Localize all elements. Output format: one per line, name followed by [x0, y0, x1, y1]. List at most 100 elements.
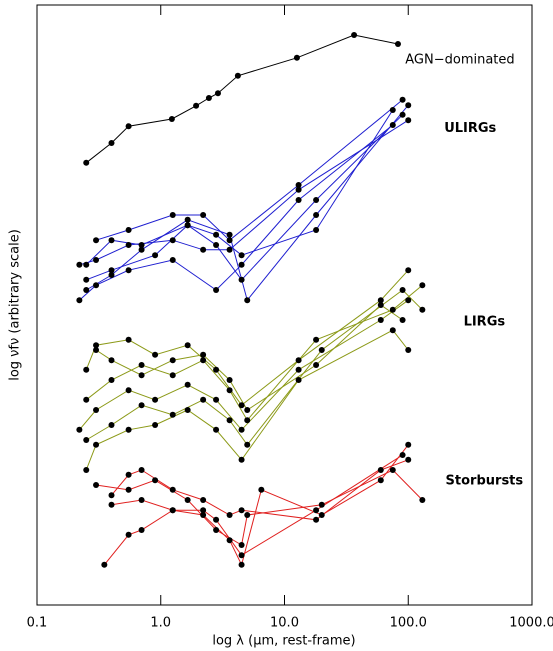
data-point [377, 297, 384, 304]
sed-line [95, 304, 403, 411]
y-axis-label: log νfν (arbitrary scale) [8, 229, 23, 381]
sed-line [95, 99, 403, 241]
data-point [244, 297, 251, 304]
sed-line [85, 104, 409, 302]
data-point [108, 492, 115, 499]
sed-line [111, 444, 409, 567]
sed-line [85, 34, 399, 164]
data-point [184, 216, 191, 223]
sed-line [79, 124, 394, 301]
data-point [377, 467, 384, 473]
data-point [138, 402, 145, 409]
data-point [125, 471, 132, 478]
data-point [83, 287, 90, 293]
data-point [313, 362, 320, 368]
data-point [226, 537, 233, 544]
data-point [313, 516, 320, 523]
data-point [200, 357, 207, 364]
data-point [138, 242, 145, 248]
group-label: Storbursts [446, 473, 524, 488]
data-point [76, 297, 83, 304]
data-point [238, 252, 245, 259]
data-point [108, 377, 115, 383]
data-point [138, 246, 145, 253]
data-point [125, 123, 132, 130]
x-axis-label: log λ (μm, rest-frame) [212, 634, 355, 649]
data-point [108, 357, 115, 364]
data-point [318, 347, 325, 353]
data-point [213, 516, 220, 523]
data-point [377, 317, 384, 323]
data-point [108, 267, 115, 274]
data-point [377, 477, 384, 484]
data-point [389, 467, 396, 473]
data-point [419, 282, 426, 289]
data-point [238, 276, 245, 283]
data-point [258, 486, 265, 493]
data-point [93, 282, 100, 289]
sed-line [79, 119, 409, 266]
data-point [213, 242, 220, 248]
data-point [313, 212, 320, 218]
data-point [394, 41, 401, 47]
x-tick-label: 10.0 [270, 616, 299, 631]
sed-line [85, 269, 409, 406]
data-point [152, 477, 159, 484]
data-point [125, 486, 132, 493]
data-point [244, 407, 251, 413]
data-point [152, 252, 159, 259]
data-point [108, 237, 115, 244]
data-point [152, 396, 159, 403]
data-point [377, 302, 384, 308]
data-point [389, 122, 396, 128]
data-point [226, 417, 233, 424]
data-point [405, 441, 412, 448]
data-point [83, 276, 90, 283]
data-point [399, 111, 406, 118]
data-point [214, 90, 221, 97]
data-point [200, 396, 207, 403]
data-point [169, 212, 176, 218]
data-point [295, 182, 302, 188]
sed-line [86, 114, 403, 281]
data-point [184, 342, 191, 349]
data-point [184, 222, 191, 229]
data-point [184, 497, 191, 503]
data-point [169, 357, 176, 364]
data-point [125, 227, 132, 233]
data-point [213, 231, 220, 238]
data-point [295, 357, 302, 364]
data-point [244, 441, 251, 448]
data-point [93, 407, 100, 413]
data-point [125, 426, 132, 433]
data-point [169, 507, 176, 514]
data-point [76, 261, 83, 268]
data-point [419, 497, 426, 503]
data-point [83, 261, 90, 268]
data-point [184, 381, 191, 388]
data-point [108, 422, 115, 428]
data-point [313, 227, 320, 233]
data-point [193, 102, 200, 109]
data-point [93, 237, 100, 244]
sed-line [111, 459, 409, 521]
data-point [83, 437, 90, 443]
data-point [318, 501, 325, 508]
data-point [138, 497, 145, 503]
data-point [138, 372, 145, 379]
data-point [226, 387, 233, 394]
data-point [313, 507, 320, 514]
data-point [200, 507, 207, 514]
data-point [83, 467, 90, 473]
data-point [313, 197, 320, 203]
sed-line [85, 329, 409, 471]
data-point [226, 237, 233, 244]
data-point [405, 102, 412, 109]
data-point [399, 452, 406, 458]
data-point [200, 512, 207, 518]
data-point [399, 317, 406, 323]
data-point [83, 366, 90, 373]
data-point [213, 366, 220, 373]
data-point [125, 387, 132, 394]
data-point [238, 552, 245, 559]
